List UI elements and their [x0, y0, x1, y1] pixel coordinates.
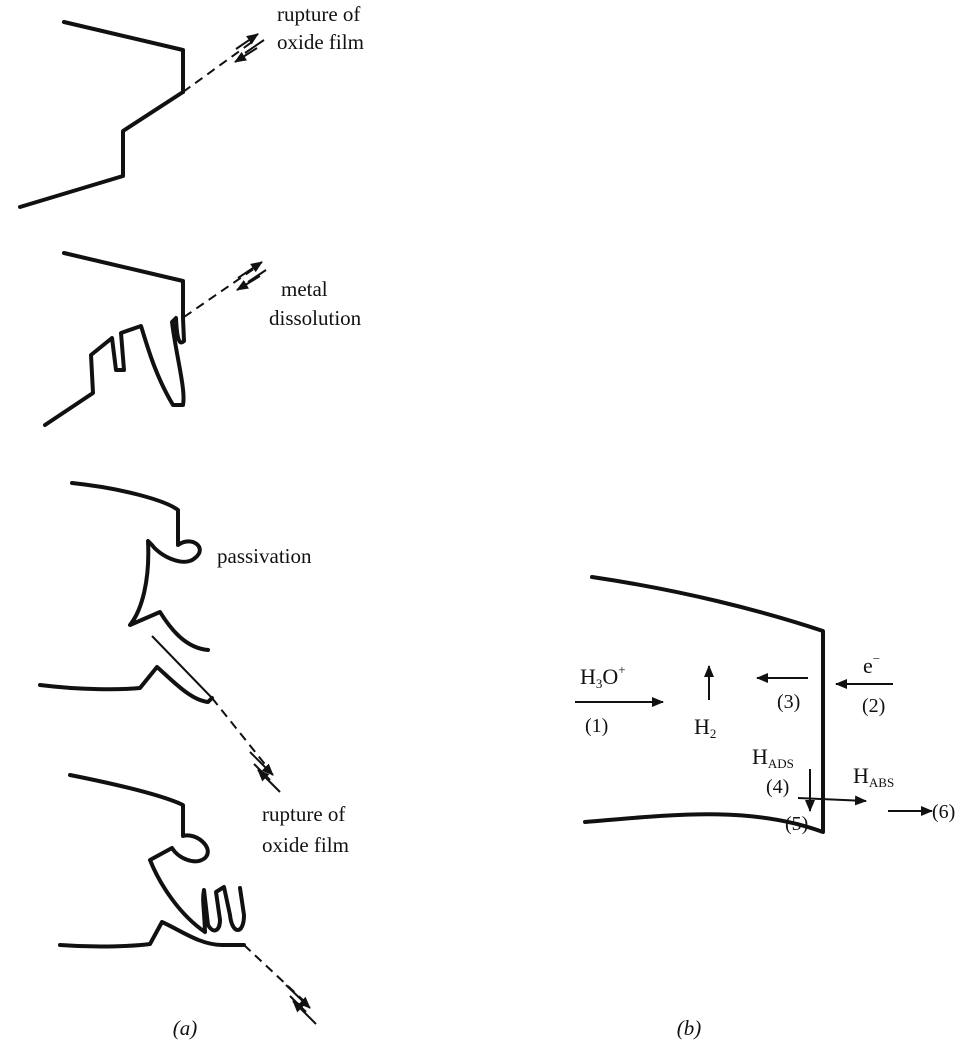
stage-2-metal-dissolution: metal dissolution [43, 251, 362, 427]
stage-2-label: metal dissolution [269, 277, 362, 330]
stage-3-crack-line [151, 635, 213, 699]
habs-label: HABS [853, 763, 894, 790]
caption-b: (b) [677, 1016, 702, 1040]
step-2-label: (2) [862, 695, 885, 717]
stage-3-upper-crack-flank [70, 481, 210, 652]
stage-3-slip-plane [211, 697, 269, 769]
stage-2-slip-plane [183, 267, 256, 318]
stage-1-lower-crack-flank [18, 90, 185, 209]
stage-4-shear-arrows [285, 984, 317, 1025]
stage-4-oxide-rupture: rupture of oxide film [58, 773, 351, 1025]
step-5-arrow [797, 795, 867, 806]
stage-3-label: passivation [217, 544, 312, 568]
stage-4-label: rupture of oxide film [262, 802, 351, 857]
stage-1-oxide-rupture: rupture of oxide film [18, 2, 366, 209]
stage-2-upper-crack-flank [62, 251, 185, 320]
step-5-label: (5) [785, 813, 808, 835]
h3o-label: H3O+ [580, 662, 626, 691]
step-3-label: (3) [777, 691, 800, 713]
caption-a: (a) [173, 1016, 198, 1040]
panel-a: rupture of oxide film metal dissolution [18, 2, 366, 1040]
stage-4-lower-crack-flank [58, 920, 246, 949]
stage-2-lower-crack-flank [43, 316, 186, 427]
h2-label: H2 [694, 714, 716, 741]
stage-3-passivation: passivation [38, 481, 312, 793]
stage-1-slip-plane [182, 41, 253, 93]
stage-3-lower-crack-flank [38, 665, 214, 704]
step-4-label: (4) [766, 776, 789, 798]
electron-label: e− [863, 651, 880, 678]
crack-tip-outline [583, 575, 825, 834]
hads-label: HADS [752, 744, 794, 771]
stage-3-shear-arrows [249, 751, 281, 793]
step-6-label: (6) [932, 801, 955, 823]
stage-4-upper-crack-flank [68, 773, 246, 934]
step-1-label: (1) [585, 715, 608, 737]
stage-2-shear-arrows [236, 261, 267, 291]
stage-1-upper-crack-flank [62, 20, 185, 94]
stage-1-shear-arrows [234, 33, 265, 63]
stage-1-label: rupture of oxide film [277, 2, 366, 54]
panel-b: H3O+ (1) H2 (3) e− (2) HADS (4) HABS (5)… [575, 575, 955, 1040]
